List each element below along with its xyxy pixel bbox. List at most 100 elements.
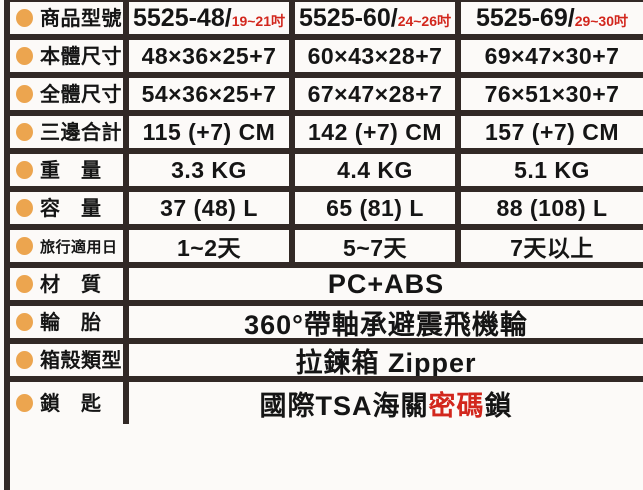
row-label-cell: 輪 胎 xyxy=(10,306,129,338)
spec-value: 5.1 KG xyxy=(514,156,590,183)
spec-value-cell: 5525-48/19~21吋 xyxy=(129,2,295,34)
spec-value-cell: 54×36×25+7 xyxy=(129,78,295,110)
spec-value-cell: 7天以上 xyxy=(461,230,643,262)
row-label: 輪 胎 xyxy=(40,312,102,334)
spec-span-cell: 拉鍊箱 Zipper xyxy=(129,344,643,377)
spec-value-cell: 5525-69/29~30吋 xyxy=(461,2,643,34)
bullet-icon xyxy=(16,85,33,103)
table-row: 本體尺寸 48×36×25+7 60×43×28+7 69×47×30+7 xyxy=(10,40,643,78)
spec-value-cell: 60×43×28+7 xyxy=(295,40,461,72)
spec-value: 88 (108) L xyxy=(496,194,608,221)
spec-value-cell: 48×36×25+7 xyxy=(129,40,295,72)
model-number: 5525-69/ xyxy=(475,3,575,32)
spec-value-cell: 37 (48) L xyxy=(129,192,295,224)
table-row: 旅行適用日 1~2天 5~7天 7天以上 xyxy=(10,230,643,268)
table-row: 三邊合計 115 (+7) CM 142 (+7) CM 157 (+7) CM xyxy=(10,116,643,154)
table-row: 商品型號 5525-48/19~21吋 5525-60/24~26吋 5525-69/… xyxy=(10,2,643,40)
spec-span-text: 國際TSA海關 xyxy=(259,390,429,421)
spec-value: 3.3 KG xyxy=(171,156,247,183)
spec-table: 商品型號 5525-48/19~21吋 5525-60/24~26吋 5525-69/… xyxy=(4,0,643,490)
row-label: 重 量 xyxy=(40,160,102,182)
model-number: 5525-60/ xyxy=(298,3,398,32)
spec-value-cell: 4.4 KG xyxy=(295,154,461,186)
bullet-icon xyxy=(16,313,33,331)
spec-value: 76×51×30+7 xyxy=(484,80,620,107)
bullet-icon xyxy=(16,199,33,217)
spec-value: 142 (+7) CM xyxy=(308,118,442,145)
table-row: 箱殼類型 拉鍊箱 Zipper xyxy=(10,344,643,382)
row-label-cell: 鎖 匙 xyxy=(10,382,129,424)
table-row: 容 量 37 (48) L 65 (81) L 88 (108) L xyxy=(10,192,643,230)
row-label: 鎖 匙 xyxy=(40,393,102,415)
spec-value: 5~7天 xyxy=(342,235,407,261)
inch-range: 24~26吋 xyxy=(397,12,452,29)
model-cell: 5525-60/24~26吋 xyxy=(299,4,451,33)
row-label-cell: 旅行適用日 xyxy=(10,230,129,262)
spec-value: 65 (81) L xyxy=(326,194,424,221)
spec-value: 48×36×25+7 xyxy=(141,42,277,69)
bullet-icon xyxy=(16,394,33,412)
spec-value-cell: 142 (+7) CM xyxy=(295,116,461,148)
inch-range: 19~21吋 xyxy=(231,12,286,29)
spec-span-cell: PC+ABS xyxy=(129,268,643,300)
spec-value: 7天以上 xyxy=(510,235,594,261)
bullet-icon xyxy=(16,9,33,27)
spec-value-cell: 3.3 KG xyxy=(129,154,295,186)
spec-span-text: 鎖 xyxy=(484,390,513,421)
row-label-cell: 容 量 xyxy=(10,192,129,224)
row-label-cell: 重 量 xyxy=(10,154,129,186)
spec-value-cell: 157 (+7) CM xyxy=(461,116,643,148)
table-row: 全體尺寸 54×36×25+7 67×47×28+7 76×51×30+7 xyxy=(10,78,643,116)
spec-span-cell: 國際TSA海關 密碼鎖 xyxy=(129,382,643,424)
bullet-icon xyxy=(16,275,33,293)
row-label: 箱殼類型 xyxy=(40,350,122,372)
model-cell: 5525-69/29~30吋 xyxy=(476,4,628,33)
bullet-icon xyxy=(16,47,33,65)
highlight-text: 密碼 xyxy=(428,390,485,421)
spec-value: 115 (+7) CM xyxy=(142,118,276,145)
inch-range: 29~30吋 xyxy=(574,12,629,29)
spec-value-cell: 76×51×30+7 xyxy=(461,78,643,110)
spec-value: 4.4 KG xyxy=(337,156,413,183)
spec-value: 54×36×25+7 xyxy=(141,80,277,107)
row-label: 材 質 xyxy=(40,274,102,296)
spec-span-text: 360°帶軸承避震飛機輪 xyxy=(244,309,528,339)
row-label: 容 量 xyxy=(40,198,102,220)
spec-value: 37 (48) L xyxy=(160,194,258,221)
row-label: 本體尺寸 xyxy=(40,46,122,68)
row-label: 旅行適用日 xyxy=(40,238,118,256)
spec-value-cell: 67×47×28+7 xyxy=(295,78,461,110)
spec-value-cell: 88 (108) L xyxy=(461,192,643,224)
bullet-icon xyxy=(16,237,33,255)
row-label-cell: 材 質 xyxy=(10,268,129,300)
model-number: 5525-48/ xyxy=(132,3,232,32)
bullet-icon xyxy=(16,123,33,141)
spec-span-text: 拉鍊箱 Zipper xyxy=(295,347,477,377)
row-label-cell: 全體尺寸 xyxy=(10,78,129,110)
spec-value-cell: 5.1 KG xyxy=(461,154,643,186)
table-row: 材 質 PC+ABS xyxy=(10,268,643,306)
row-label: 三邊合計 xyxy=(40,122,122,144)
table-row: 輪 胎 360°帶軸承避震飛機輪 xyxy=(10,306,643,344)
spec-value: 157 (+7) CM xyxy=(485,118,619,145)
row-label-cell: 三邊合計 xyxy=(10,116,129,148)
spec-span-text: PC+ABS xyxy=(327,268,445,299)
spec-value-cell: 5~7天 xyxy=(295,230,461,262)
spec-value: 67×47×28+7 xyxy=(307,80,443,107)
spec-value-cell: 5525-60/24~26吋 xyxy=(295,2,461,34)
row-label-cell: 商品型號 xyxy=(10,2,129,34)
spec-value-cell: 65 (81) L xyxy=(295,192,461,224)
spec-span-cell: 360°帶軸承避震飛機輪 xyxy=(129,306,643,339)
table-row: 鎖 匙 國際TSA海關 密碼鎖 xyxy=(10,382,643,424)
table-row: 重 量 3.3 KG 4.4 KG 5.1 KG xyxy=(10,154,643,192)
model-cell: 5525-48/19~21吋 xyxy=(133,4,285,33)
bullet-icon xyxy=(16,351,33,369)
bullet-icon xyxy=(16,161,33,179)
row-label-cell: 箱殼類型 xyxy=(10,344,129,376)
spec-value-cell: 69×47×30+7 xyxy=(461,40,643,72)
spec-value-cell: 115 (+7) CM xyxy=(129,116,295,148)
spec-value: 1~2天 xyxy=(176,235,241,261)
row-label-cell: 本體尺寸 xyxy=(10,40,129,72)
spec-value-cell: 1~2天 xyxy=(129,230,295,262)
spec-value: 69×47×30+7 xyxy=(484,42,620,69)
